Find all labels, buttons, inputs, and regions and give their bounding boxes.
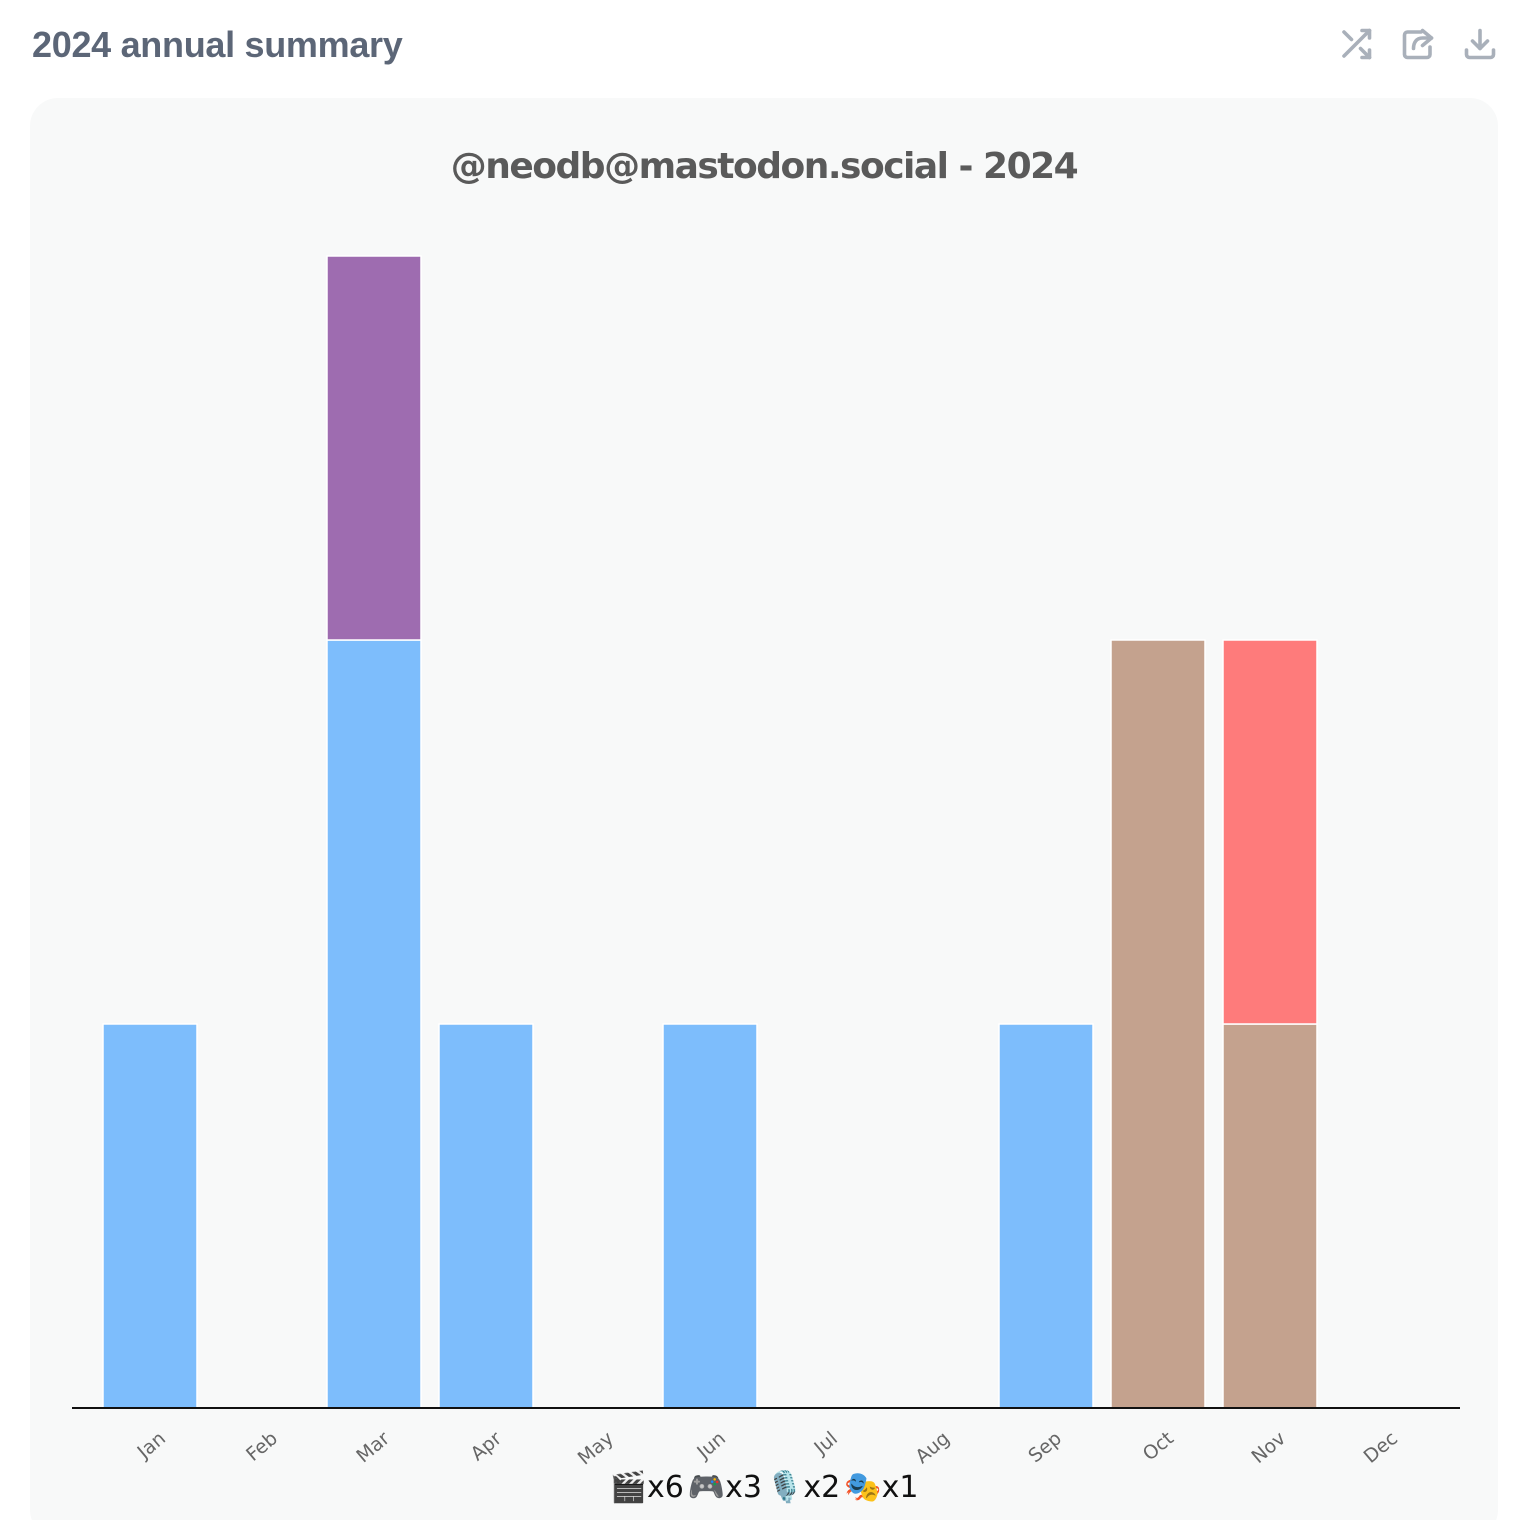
share-icon (1402, 28, 1434, 60)
x-tick-label-nov: Nov (1247, 1427, 1290, 1468)
share-button[interactable] (1398, 24, 1438, 64)
x-tick-label-feb: Feb (242, 1427, 282, 1465)
x-tick-label-aug: Aug (911, 1427, 954, 1468)
x-tick-label-apr: Apr (467, 1427, 506, 1465)
page-title: 2024 annual summary (32, 24, 403, 65)
bar-apr-series-1 (438, 1023, 534, 1409)
toolbar (1336, 24, 1500, 64)
bar-jun-series-1 (662, 1023, 758, 1409)
legend-count-1: x6 (646, 1470, 684, 1505)
legend-item-1: 🎬x6 (610, 1470, 684, 1505)
legend-item-4: 🎭x1 (844, 1470, 918, 1505)
legend-count-4: x1 (881, 1470, 919, 1505)
download-icon (1464, 28, 1496, 60)
bar-jan-series-1 (102, 1023, 198, 1409)
legend-item-3: 🎙️x2 (766, 1470, 840, 1505)
bar-mar-series-1 (326, 639, 422, 1409)
shuffle-button[interactable] (1336, 24, 1376, 64)
chart-card: @neodb@mastodon.social - 2024 Jan Feb Mar A… (30, 98, 1498, 1520)
legend-count-3: x2 (803, 1470, 841, 1505)
x-tick-label-jun: Jun (692, 1427, 730, 1464)
legend: 🎬x6 🎮x3 🎙️x2 🎭x1 (30, 1470, 1498, 1505)
legend-count-2: x3 (725, 1470, 762, 1505)
x-tick-label-jan: Jan (133, 1427, 170, 1463)
annual-bar-chart: @neodb@mastodon.social - 2024 Jan Feb Mar A… (72, 146, 1460, 1469)
chart-title: @neodb@mastodon.social - 2024 (451, 146, 1078, 187)
x-tick-label-mar: Mar (352, 1427, 394, 1467)
x-tick-label-sep: Sep (1024, 1427, 1066, 1467)
bar-mar-series-2 (326, 255, 422, 641)
bar-sep-series-1 (998, 1023, 1094, 1409)
x-ticks-group: Jan Feb Mar Apr May Jun Jul Aug Sep Oct Nov Dec (133, 1427, 1402, 1469)
x-tick-label-dec: Dec (1360, 1427, 1402, 1467)
x-tick-label-oct: Oct (1139, 1427, 1178, 1465)
legend-icon-4: 🎭 (844, 1470, 882, 1505)
download-button[interactable] (1460, 24, 1500, 64)
legend-item-2: 🎮x3 (688, 1470, 762, 1505)
shuffle-icon (1342, 28, 1372, 60)
x-tick-label-jul: Jul (809, 1427, 841, 1459)
bar-nov-series-4 (1222, 639, 1318, 1025)
header: 2024 annual summary (32, 18, 1500, 72)
bar-nov-series-3 (1222, 1023, 1318, 1409)
x-tick-label-may: May (574, 1427, 618, 1469)
bar-oct-series-3 (1110, 639, 1206, 1409)
legend-icon-2: 🎮 (687, 1470, 726, 1505)
legend-icon-1: 🎬 (609, 1470, 647, 1505)
legend-icon-3: 🎙️ (766, 1470, 804, 1505)
bars-group (102, 255, 1318, 1409)
